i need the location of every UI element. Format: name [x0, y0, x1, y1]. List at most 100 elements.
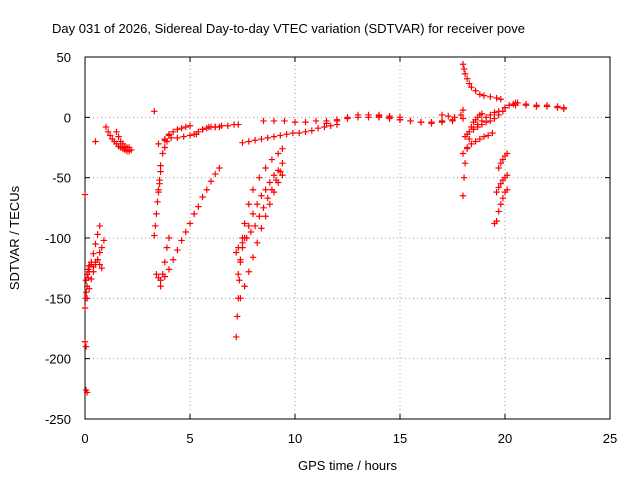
data-point: [165, 234, 173, 242]
data-point: [493, 94, 500, 102]
x-tick-label: 0: [81, 431, 88, 446]
data-point: [247, 228, 255, 236]
data-point: [268, 156, 276, 163]
data-point: [460, 65, 468, 73]
data-point: [501, 104, 509, 111]
data-point: [464, 144, 471, 151]
data-point: [84, 266, 92, 273]
data-point: [251, 137, 259, 144]
data-point: [186, 122, 194, 129]
x-tick-label: 5: [186, 431, 193, 446]
data-point: [281, 117, 288, 125]
data-point: [308, 127, 315, 134]
data-point: [186, 132, 194, 139]
data-point: [499, 108, 507, 115]
data-point: [178, 124, 185, 132]
data-point: [83, 295, 91, 302]
data-point: [495, 184, 502, 191]
series-arc-9: [157, 164, 223, 290]
data-point: [459, 106, 467, 114]
data-point: [478, 110, 486, 117]
data-point: [476, 91, 483, 98]
data-point: [495, 164, 502, 172]
data-point: [212, 170, 219, 178]
data-point: [407, 117, 414, 125]
y-tick-label: 0: [64, 110, 71, 125]
data-point: [554, 103, 561, 110]
data-point: [241, 283, 248, 290]
data-point: [495, 111, 502, 119]
data-point: [461, 70, 469, 78]
series-arc-26: [459, 129, 496, 157]
data-point: [207, 178, 215, 185]
data-point: [470, 126, 477, 133]
data-point: [302, 128, 309, 136]
data-point: [180, 133, 187, 140]
data-point: [104, 128, 112, 136]
data-point: [323, 120, 330, 127]
data-point: [459, 192, 467, 199]
data-point: [270, 172, 278, 179]
data-point: [245, 201, 252, 208]
data-point: [375, 111, 383, 119]
data-point: [235, 244, 242, 251]
y-tick-label: -50: [52, 171, 71, 186]
data-point: [98, 244, 105, 251]
data-point: [94, 256, 101, 263]
data-point: [468, 83, 475, 91]
data-point: [96, 261, 103, 268]
data-point: [90, 250, 97, 257]
data-point: [464, 75, 471, 82]
data-point: [354, 111, 362, 119]
data-point: [279, 159, 286, 167]
data-point: [461, 159, 469, 167]
data-point: [157, 162, 164, 169]
data-point: [157, 277, 164, 284]
data-point: [195, 128, 202, 136]
data-points: [81, 61, 567, 396]
data-point: [195, 203, 202, 210]
data-point: [279, 172, 286, 179]
data-point: [474, 123, 481, 131]
y-tick-label: -100: [45, 231, 71, 246]
data-point: [98, 264, 105, 272]
data-point: [243, 234, 250, 242]
series-arc-3: [82, 256, 105, 284]
series-arc-5: [113, 128, 133, 151]
data-point: [327, 122, 334, 129]
data-point: [254, 201, 261, 208]
data-point: [365, 111, 372, 119]
data-point: [102, 123, 110, 131]
data-point: [497, 201, 504, 208]
data-point: [262, 164, 269, 172]
data-point: [472, 87, 479, 94]
data-point: [262, 213, 269, 220]
series-arc-29: [495, 150, 511, 172]
chart-title: Day 031 of 2026, Sidereal Day-to-day VTE…: [52, 21, 525, 36]
data-point: [457, 111, 465, 119]
data-point: [487, 111, 494, 119]
data-point: [503, 186, 511, 193]
x-axis-label: GPS time / hours: [298, 458, 397, 473]
data-point: [233, 249, 240, 256]
data-point: [182, 123, 189, 131]
data-point: [560, 104, 567, 111]
series-arc-28: [493, 172, 511, 196]
data-point: [256, 174, 263, 181]
data-point: [260, 204, 267, 212]
data-point: [482, 118, 490, 126]
data-point: [270, 188, 278, 196]
data-point: [459, 150, 467, 157]
data-point: [485, 132, 492, 139]
data-point: [264, 134, 271, 142]
data-point: [235, 121, 242, 128]
data-point: [199, 126, 206, 133]
data-point: [495, 208, 502, 215]
data-point: [186, 220, 194, 227]
data-point: [245, 222, 252, 230]
data-point: [497, 159, 504, 167]
data-point: [291, 118, 299, 126]
data-point: [153, 210, 160, 218]
y-tick-label: 50: [57, 50, 71, 65]
data-point: [165, 266, 173, 273]
